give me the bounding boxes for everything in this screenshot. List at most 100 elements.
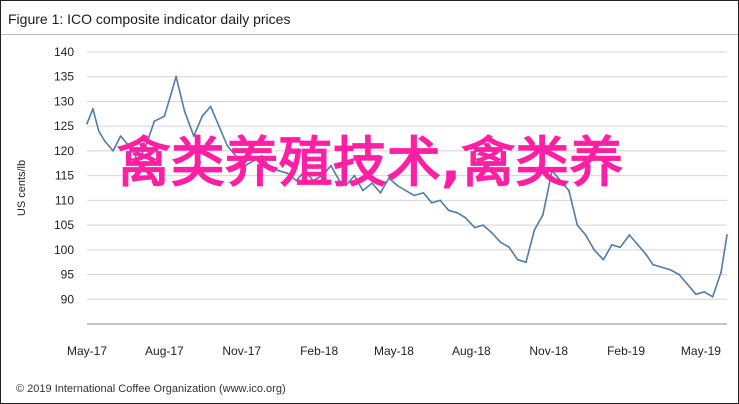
data-point xyxy=(261,155,263,157)
x-tick-label: Nov-17 xyxy=(222,344,261,358)
x-tick-label: May-17 xyxy=(67,344,107,358)
data-point xyxy=(473,226,476,229)
data-point xyxy=(112,150,114,152)
data-point xyxy=(593,248,595,251)
y-tick-label: 100 xyxy=(54,243,74,257)
data-point xyxy=(183,110,186,113)
data-point xyxy=(218,125,220,128)
data-point xyxy=(361,189,364,192)
data-point xyxy=(388,177,390,180)
data-point xyxy=(153,120,156,123)
data-point xyxy=(711,295,714,298)
data-point xyxy=(726,234,728,236)
y-axis-ticks: 90 95 100 105 110 115 120 125 130 135 140 xyxy=(54,45,74,306)
data-point xyxy=(303,169,306,172)
data-point xyxy=(568,189,570,192)
data-point xyxy=(244,164,247,167)
data-point xyxy=(145,145,147,147)
x-tick-label: Nov-18 xyxy=(529,344,568,358)
data-point xyxy=(404,189,407,192)
x-tick-label: Aug-18 xyxy=(452,344,491,358)
data-point xyxy=(695,293,697,296)
x-tick-label: Feb-18 xyxy=(300,344,338,358)
data-point xyxy=(686,283,689,286)
data-point xyxy=(541,214,544,217)
data-point xyxy=(439,199,442,202)
data-point xyxy=(703,291,706,293)
data-point xyxy=(525,261,527,264)
data-point xyxy=(312,179,315,182)
x-tick-label: May-19 xyxy=(681,344,721,358)
data-point xyxy=(379,192,382,194)
data-point xyxy=(720,271,722,273)
data-point xyxy=(490,231,493,234)
data-point xyxy=(533,229,536,231)
data-point xyxy=(252,159,255,162)
data-point xyxy=(645,253,648,256)
data-point xyxy=(330,164,332,167)
y-tick-label: 90 xyxy=(61,292,75,306)
price-line-chart: 90 95 100 105 110 115 120 125 130 135 140 May-17 Au… xyxy=(16,45,728,358)
y-tick-label: 130 xyxy=(54,94,74,108)
data-point xyxy=(169,95,172,98)
data-point xyxy=(338,179,341,182)
data-point xyxy=(628,234,631,236)
y-tick-label: 140 xyxy=(54,45,74,59)
x-tick-label: Aug-17 xyxy=(145,344,184,358)
data-point xyxy=(652,263,654,266)
data-point xyxy=(103,140,106,142)
data-point xyxy=(482,224,484,227)
figure-title: Figure 1: ICO composite indicator daily … xyxy=(8,11,291,27)
x-tick-label: Feb-19 xyxy=(607,344,645,358)
data-point xyxy=(619,246,622,249)
title-divider xyxy=(1,34,738,35)
data-point xyxy=(660,266,663,268)
data-point xyxy=(286,172,289,175)
data-point xyxy=(610,244,613,246)
data-point xyxy=(678,273,680,276)
data-point xyxy=(413,194,415,197)
data-point xyxy=(422,192,425,194)
data-point xyxy=(321,174,324,177)
data-point xyxy=(269,167,272,170)
price-series-line xyxy=(86,75,728,298)
gridlines xyxy=(87,51,727,325)
data-point xyxy=(201,115,204,118)
data-point xyxy=(86,122,88,125)
data-point xyxy=(447,209,450,212)
data-point xyxy=(668,268,671,271)
x-axis-ticks: May-17 Aug-17 Nov-17 Feb-18 May-18 Aug-18 Nov-… xyxy=(67,344,721,358)
data-point xyxy=(163,115,166,118)
data-point xyxy=(97,130,100,132)
y-tick-label: 120 xyxy=(54,144,74,158)
data-point xyxy=(345,184,347,187)
data-point xyxy=(277,169,280,172)
data-point xyxy=(128,145,130,147)
data-point xyxy=(584,234,587,236)
data-point xyxy=(235,155,237,157)
y-tick-label: 125 xyxy=(54,119,74,133)
data-point xyxy=(192,135,195,137)
data-point xyxy=(637,244,639,246)
data-point xyxy=(92,108,94,110)
data-point xyxy=(226,145,229,147)
data-point xyxy=(175,75,178,78)
data-point xyxy=(209,105,212,108)
data-point xyxy=(295,179,298,182)
data-point xyxy=(576,224,579,227)
data-point xyxy=(430,201,433,204)
y-tick-label: 110 xyxy=(55,193,74,207)
data-point xyxy=(137,159,140,162)
data-point xyxy=(396,184,399,187)
data-point xyxy=(551,169,553,172)
data-point xyxy=(602,258,605,261)
y-tick-label: 105 xyxy=(54,218,74,232)
y-tick-label: 95 xyxy=(61,268,75,282)
y-tick-label: 135 xyxy=(54,70,74,84)
copyright-footer: © 2019 International Coffee Organization… xyxy=(16,383,286,395)
data-point xyxy=(499,241,502,244)
data-point xyxy=(464,216,467,219)
data-point xyxy=(119,135,122,137)
y-axis-label: US cents/lb xyxy=(16,160,28,216)
